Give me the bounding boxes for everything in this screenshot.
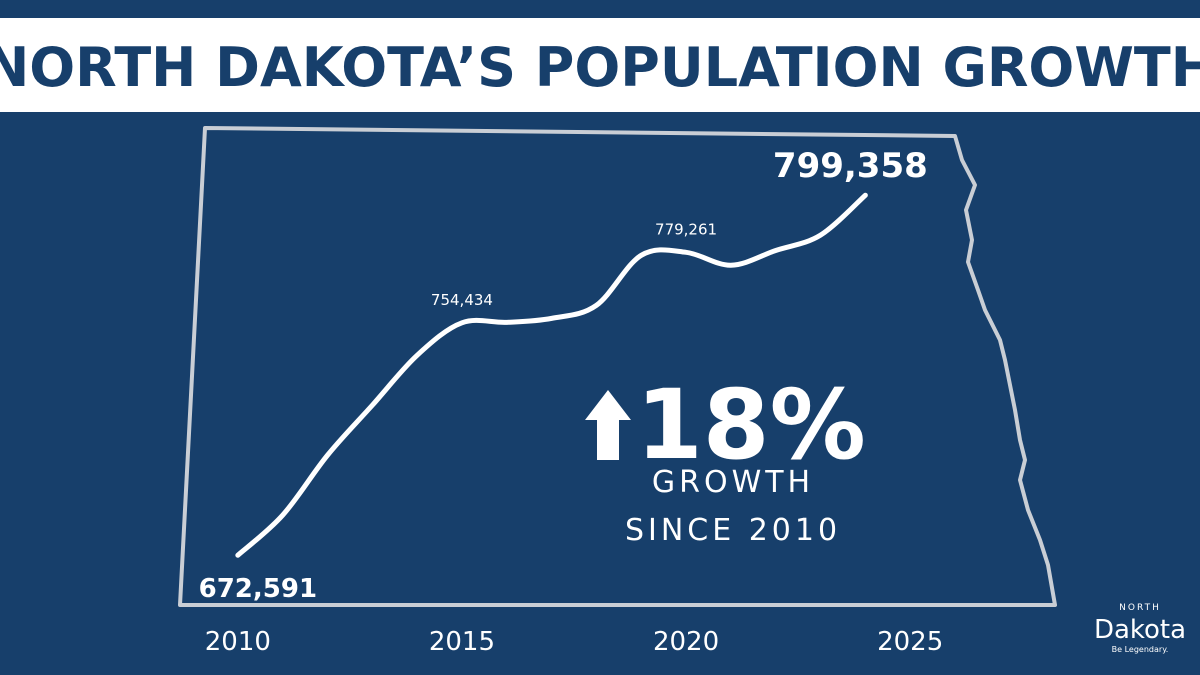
x-tick-label: 2015	[429, 627, 495, 657]
value-label-large: 672,591	[199, 574, 317, 604]
x-tick-label: 2020	[653, 627, 719, 657]
growth-since: SINCE 2010	[625, 513, 841, 548]
title-band	[0, 18, 1200, 112]
value-label: 779,261	[655, 220, 717, 238]
x-tick-label: 2025	[877, 627, 943, 657]
value-label-large: 799,358	[773, 146, 928, 186]
up-arrow	[585, 390, 631, 460]
x-tick-label: 2010	[205, 627, 271, 657]
state-outline	[178, 126, 1057, 607]
logo-tagline: Be Legendary.	[1112, 645, 1169, 654]
chart-title: NORTH DAKOTA’S POPULATION GROWTH	[0, 36, 1200, 99]
logo-name: Dakota	[1094, 615, 1186, 645]
logo-small: NORTH	[1119, 603, 1161, 613]
growth-stat: 18%	[636, 369, 866, 481]
growth-label: GROWTH	[652, 465, 814, 500]
population-line	[235, 192, 868, 558]
value-label: 754,434	[431, 291, 493, 309]
